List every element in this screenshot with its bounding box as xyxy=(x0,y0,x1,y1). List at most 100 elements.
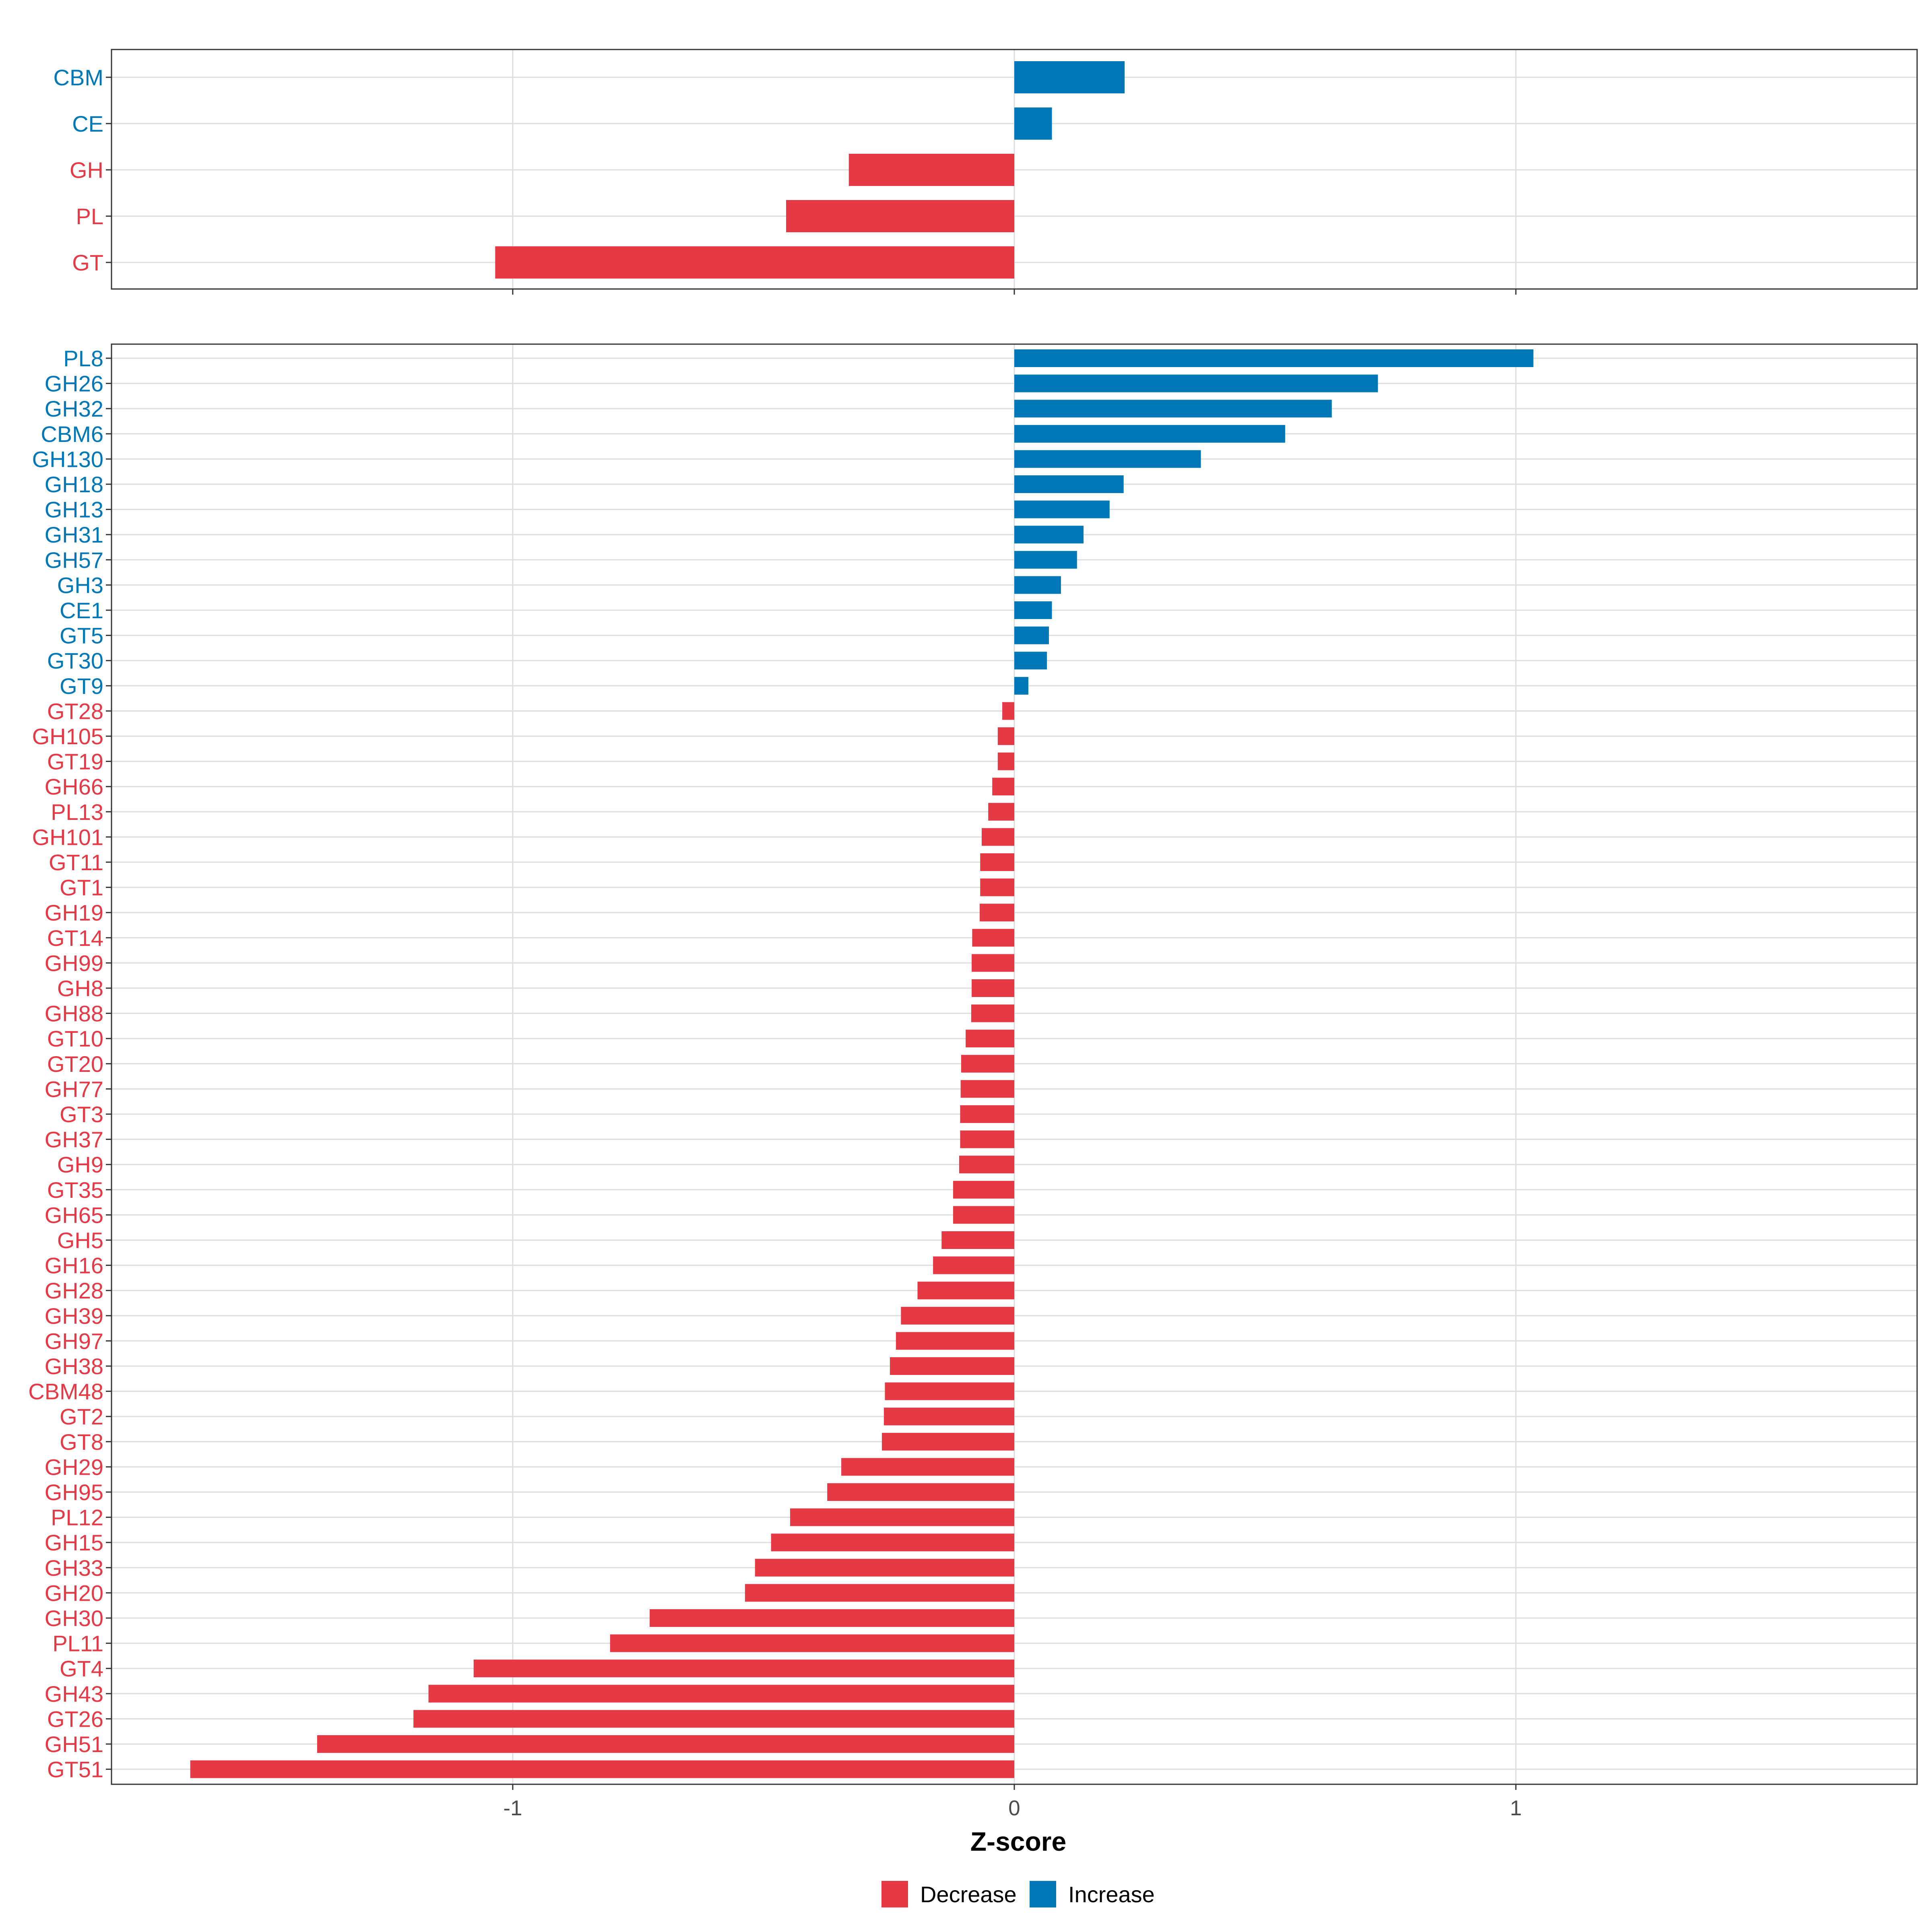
bar-gh51 xyxy=(317,1735,1015,1753)
y-tick-label-gh29: GH29 xyxy=(45,1454,103,1480)
bar-gh99 xyxy=(972,954,1014,972)
y-tick-label-gt11: GT11 xyxy=(49,850,103,875)
y-tick-label-gt: GT xyxy=(72,250,103,275)
bar-gt14 xyxy=(972,929,1014,947)
bar-gt10 xyxy=(966,1030,1014,1048)
bar-gt26 xyxy=(413,1710,1014,1728)
y-tick-label-cbm6: CBM6 xyxy=(41,421,103,447)
bar-gt9 xyxy=(1014,677,1028,695)
legend-swatch-increase xyxy=(1030,1881,1056,1907)
y-tick-label-gh39: GH39 xyxy=(45,1303,103,1329)
y-tick-label-gh18: GH18 xyxy=(45,472,103,497)
y-tick-label-cbm: CBM xyxy=(54,65,103,90)
bar-gh65 xyxy=(953,1206,1014,1224)
bar-gh xyxy=(848,154,1014,186)
y-tick-label-gh33: GH33 xyxy=(45,1555,103,1581)
y-tick-label-gh37: GH37 xyxy=(45,1127,103,1152)
y-tick-label-gh26: GH26 xyxy=(45,371,103,396)
bar-gt11 xyxy=(980,853,1014,871)
y-tick-label-gt28: GT28 xyxy=(47,698,103,724)
bar-cbm48 xyxy=(885,1382,1014,1400)
y-tick-label-gh3: GH3 xyxy=(57,572,103,598)
bar-gh31 xyxy=(1014,526,1084,544)
bar-gh77 xyxy=(960,1080,1014,1098)
y-tick-label-gh65: GH65 xyxy=(45,1202,103,1228)
x-axis: -1 0 1 xyxy=(503,1796,1522,1820)
y-tick-label-gh38: GH38 xyxy=(45,1354,103,1379)
y-tick-label-gh20: GH20 xyxy=(45,1580,103,1606)
bar-gh105 xyxy=(997,727,1014,745)
y-tick-label-gh57: GH57 xyxy=(45,547,103,573)
bar-gh37 xyxy=(960,1130,1014,1148)
bar-gh33 xyxy=(755,1558,1014,1577)
legend-swatch-decrease xyxy=(881,1881,908,1907)
x-axis-label: Z-score xyxy=(970,1827,1066,1856)
bar-gh43 xyxy=(428,1684,1014,1703)
y-tick-label-gt35: GT35 xyxy=(47,1177,103,1203)
bar-gt3 xyxy=(960,1105,1014,1123)
y-tick-label-gh9: GH9 xyxy=(57,1152,103,1177)
y-tick-label-gh15: GH15 xyxy=(45,1530,103,1555)
bar-gh57 xyxy=(1014,551,1077,569)
bar-gh18 xyxy=(1014,475,1124,493)
y-tick-label-pl: PL xyxy=(76,204,104,229)
bar-gh9 xyxy=(959,1156,1014,1174)
y-tick-label-gh31: GH31 xyxy=(45,522,103,547)
y-tick-label-gh: GH xyxy=(70,157,103,183)
y-tick-label-gh13: GH13 xyxy=(45,497,103,522)
bar-gt1 xyxy=(980,878,1014,896)
y-tick-label-gh5: GH5 xyxy=(57,1228,103,1253)
bar-pl13 xyxy=(988,803,1014,821)
y-tick-label-gt20: GT20 xyxy=(47,1051,103,1077)
y-tick-label-gh97: GH97 xyxy=(45,1328,103,1354)
y-tick-label-gt4: GT4 xyxy=(60,1656,103,1681)
y-tick-label-gh43: GH43 xyxy=(45,1681,103,1707)
y-tick-label-gh51: GH51 xyxy=(45,1732,103,1757)
y-tick-label-gt2: GT2 xyxy=(60,1404,103,1429)
bar-gh16 xyxy=(933,1256,1014,1274)
bar-pl8 xyxy=(1014,349,1534,367)
bar-gh3 xyxy=(1014,576,1061,594)
bar-gt4 xyxy=(473,1660,1014,1678)
bar-gh28 xyxy=(917,1282,1014,1300)
bar-gh20 xyxy=(745,1584,1014,1602)
y-tick-label-gh66: GH66 xyxy=(45,774,103,799)
bar-gh88 xyxy=(971,1004,1014,1022)
bar-gh5 xyxy=(941,1231,1014,1249)
y-tick-label-gh19: GH19 xyxy=(45,900,103,925)
x-tick-label: 1 xyxy=(1510,1796,1521,1820)
y-tick-label-gh95: GH95 xyxy=(45,1480,103,1505)
x-tick-label: 0 xyxy=(1008,1796,1020,1820)
bar-gt2 xyxy=(884,1408,1014,1426)
bar-gt8 xyxy=(882,1432,1014,1451)
y-tick-label-gt3: GT3 xyxy=(60,1102,103,1127)
bar-gh29 xyxy=(841,1458,1014,1476)
y-tick-label-gt5: GT5 xyxy=(60,623,103,648)
y-tick-label-gt19: GT19 xyxy=(47,749,103,774)
bar-pl11 xyxy=(610,1634,1014,1652)
y-tick-label-pl11: PL11 xyxy=(52,1631,103,1656)
bar-gt xyxy=(495,246,1014,279)
y-tick-label-gt9: GT9 xyxy=(60,673,103,699)
legend: Decrease Increase xyxy=(881,1881,1155,1907)
bar-gt30 xyxy=(1014,652,1047,670)
y-tick-label-gh88: GH88 xyxy=(45,1001,103,1026)
bar-pl xyxy=(786,200,1014,232)
bar-gh13 xyxy=(1014,500,1110,518)
bar-gt5 xyxy=(1014,626,1049,644)
bar-gh8 xyxy=(972,979,1014,997)
y-tick-label-gh105: GH105 xyxy=(32,724,103,749)
legend-label-decrease: Decrease xyxy=(920,1882,1017,1907)
bar-gh66 xyxy=(992,778,1014,796)
y-tick-label-gt14: GT14 xyxy=(47,925,103,951)
bar-gh30 xyxy=(650,1609,1014,1627)
y-tick-label-gt30: GT30 xyxy=(47,648,103,673)
y-tick-label-gh28: GH28 xyxy=(45,1278,103,1303)
y-tick-label-pl13: PL13 xyxy=(51,799,103,825)
y-tick-label-pl12: PL12 xyxy=(51,1505,103,1530)
bar-gt35 xyxy=(953,1181,1014,1199)
y-tick-label-gt10: GT10 xyxy=(47,1026,103,1051)
bar-ce xyxy=(1014,107,1052,140)
y-tick-label-gh16: GH16 xyxy=(45,1253,103,1278)
bar-gt28 xyxy=(1002,702,1014,720)
